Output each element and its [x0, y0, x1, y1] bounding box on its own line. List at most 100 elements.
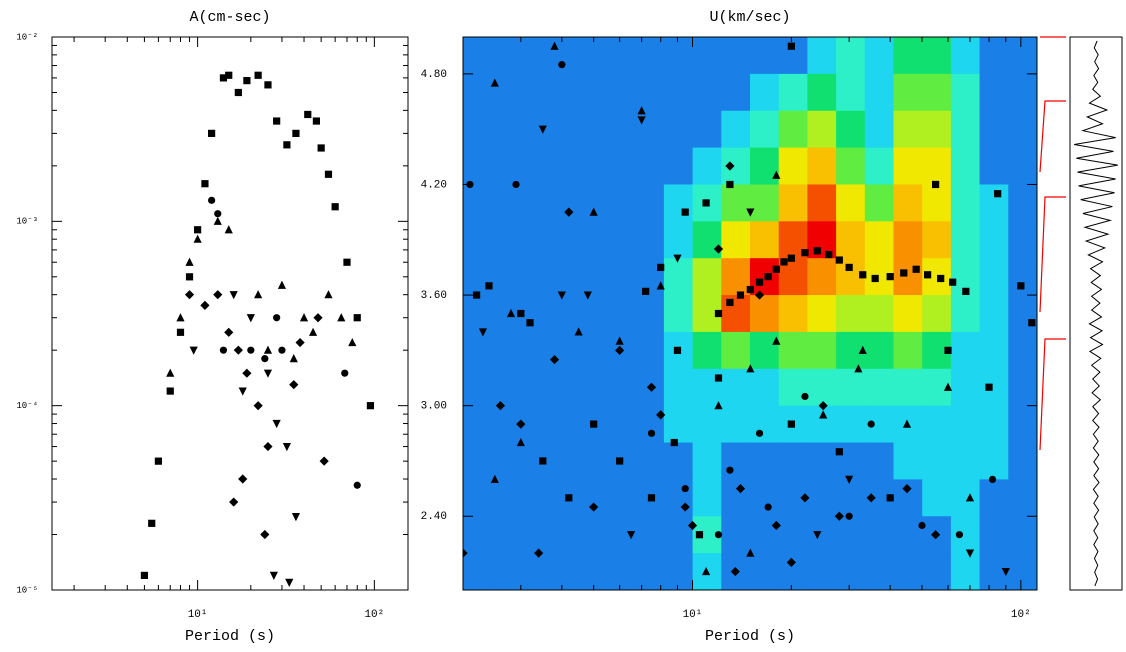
contour-cell [807, 516, 837, 554]
contour-cell [950, 37, 981, 75]
contour-cell [491, 479, 521, 517]
contour-cell [463, 331, 493, 370]
point [787, 42, 795, 50]
contour-cell [836, 221, 866, 259]
contour-cell [635, 147, 665, 186]
contour-cell [864, 331, 895, 370]
point [247, 346, 255, 354]
point [229, 291, 238, 300]
contour-cell [606, 405, 636, 444]
point [292, 129, 300, 137]
contour-cell [520, 405, 550, 444]
point [825, 250, 833, 259]
contour-cell [549, 331, 579, 370]
contour-cell [807, 73, 837, 112]
window-marker [1039, 100, 1066, 173]
contour-cell [491, 184, 521, 222]
point [185, 257, 194, 266]
point [463, 548, 468, 558]
point [657, 263, 665, 272]
x-axis-label: Period (s) [185, 628, 275, 645]
point [176, 313, 185, 322]
contour-cell [692, 258, 722, 296]
point [813, 247, 821, 255]
contour-cell [750, 184, 780, 222]
contour-cell [606, 37, 636, 75]
contour-cell [520, 295, 550, 333]
contour-cell [549, 553, 579, 590]
contour-cell [1008, 516, 1037, 554]
contour-cell [606, 479, 636, 517]
contour-cell [807, 479, 837, 517]
point [616, 457, 624, 465]
point [1017, 282, 1025, 290]
point [656, 410, 666, 420]
contour-cell [663, 221, 694, 259]
contour-cell [836, 110, 866, 149]
point [485, 282, 493, 290]
contour-cell [807, 184, 837, 222]
contour-cell [549, 110, 579, 149]
point [348, 337, 357, 347]
point [242, 368, 252, 378]
panel-title: U(km/sec) [709, 9, 790, 26]
contour-cell [864, 442, 895, 480]
point [184, 290, 195, 300]
point [637, 106, 646, 115]
contour-cell [950, 73, 981, 112]
point [263, 441, 273, 452]
contour-cell [491, 110, 521, 149]
point [670, 438, 678, 447]
point [589, 502, 599, 512]
contour-cell [922, 405, 952, 444]
point [642, 287, 650, 295]
point [902, 419, 912, 428]
contour-cell [721, 405, 751, 444]
contour-cell [893, 295, 923, 333]
point [726, 466, 734, 474]
point [780, 258, 788, 266]
contour-cell [864, 295, 895, 333]
x-axis-label: Period (s) [705, 628, 795, 645]
contour-cell [463, 553, 493, 590]
contour-cell [778, 184, 808, 222]
point [746, 364, 755, 373]
contour-cell [778, 147, 808, 186]
point [1001, 567, 1010, 577]
point [317, 144, 325, 152]
contour-cell [864, 73, 895, 112]
contour-cell [922, 221, 952, 259]
contour-layer [463, 37, 1037, 590]
point [234, 88, 242, 97]
scatter-layer [140, 71, 375, 587]
contour-cell [663, 368, 694, 407]
contour-cell [577, 553, 608, 590]
point [866, 493, 876, 503]
contour-cell [491, 221, 521, 259]
point [949, 278, 957, 286]
point [871, 274, 879, 283]
contour-cell [1008, 184, 1037, 222]
contour-cell [635, 73, 665, 112]
point [343, 258, 351, 266]
y-tick-label: 10⁻⁵ [16, 585, 38, 595]
point [801, 249, 809, 257]
point [994, 190, 1002, 198]
point [955, 531, 964, 539]
contour-cell [979, 331, 1009, 370]
point [272, 419, 281, 429]
point [845, 512, 853, 520]
point [319, 456, 329, 466]
contour-cell [778, 331, 808, 370]
point [985, 383, 993, 391]
contour-cell [807, 110, 837, 149]
point [194, 226, 202, 234]
point [772, 265, 780, 273]
contour-cell [606, 110, 636, 149]
seismogram-trace [1074, 40, 1118, 587]
point [912, 265, 920, 273]
contour-cell [950, 331, 981, 370]
point [233, 345, 243, 355]
contour-cell [463, 73, 493, 112]
point [166, 387, 174, 395]
